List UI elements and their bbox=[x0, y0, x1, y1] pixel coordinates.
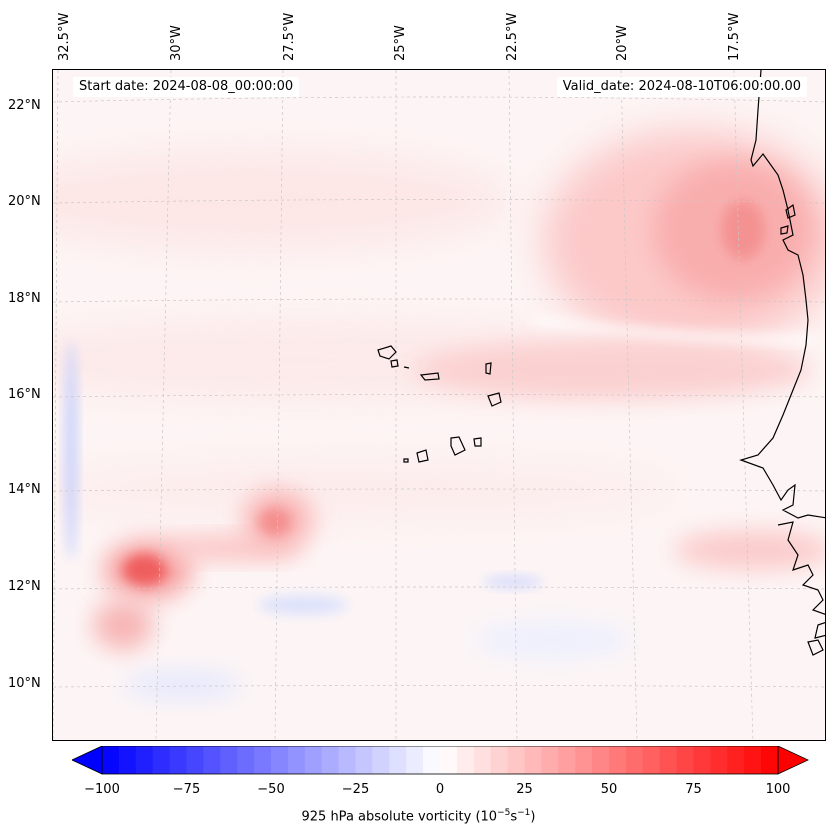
colorbar-cell bbox=[186, 746, 204, 774]
colorbar-cell bbox=[575, 746, 593, 774]
colorbar-cell bbox=[338, 746, 356, 774]
colorbar-min-extend-arrow bbox=[72, 746, 103, 775]
colorbar-tick-label: −100 bbox=[84, 782, 120, 797]
colorbar-cell bbox=[473, 746, 492, 774]
colorbar-cell bbox=[524, 746, 542, 774]
colorbar-cell bbox=[203, 746, 221, 774]
vorticity-field bbox=[53, 70, 825, 740]
vorticity-map bbox=[53, 70, 825, 740]
colorbar-tick-label: 100 bbox=[765, 782, 791, 797]
colorbar-cell bbox=[372, 746, 390, 774]
colorbar-cell bbox=[693, 746, 711, 774]
colorbar-cell bbox=[490, 746, 509, 774]
colorbar-label: 925 hPa absolute vorticity (10−5s−1) bbox=[301, 808, 536, 825]
colorbar-tick-label: 50 bbox=[600, 782, 618, 797]
colorbar-cell bbox=[727, 746, 745, 774]
longitude-label: 20°W bbox=[615, 25, 630, 61]
start-date-label: Start date: 2024-08-08_00:00:00 bbox=[73, 77, 300, 97]
colorbar-cell bbox=[609, 746, 627, 774]
latitude-label: 16°N bbox=[8, 387, 41, 402]
colorbar-cell bbox=[710, 746, 728, 774]
colorbar-cell bbox=[389, 746, 407, 774]
cape-verde-islands bbox=[377, 345, 502, 463]
colorbar-cell bbox=[169, 746, 187, 774]
colorbar-cell bbox=[304, 746, 323, 774]
map-panel: Start date: 2024-08-08_00:00:00 Valid_da… bbox=[52, 69, 826, 741]
colorbar-cell bbox=[558, 746, 576, 774]
colorbar-cell bbox=[152, 746, 171, 774]
colorbar-cell bbox=[406, 746, 424, 774]
colorbar-cell bbox=[254, 746, 272, 774]
colorbar-cell bbox=[237, 746, 255, 774]
latitude-label: 20°N bbox=[8, 194, 41, 209]
longitude-label: 22.5°W bbox=[505, 12, 520, 61]
colorbar-tick-label: −25 bbox=[341, 782, 370, 797]
valid-date-label: Valid_date: 2024-08-10T06:00:00.00 bbox=[556, 77, 807, 97]
colorbar-cell bbox=[355, 746, 373, 774]
longitude-label: 25°W bbox=[393, 25, 408, 61]
colorbar-cell bbox=[659, 746, 678, 774]
colorbar-cell bbox=[761, 746, 779, 774]
colorbar-max-extend-arrow bbox=[777, 746, 809, 775]
colorbar-cell bbox=[135, 746, 154, 774]
colorbar-cell bbox=[676, 746, 694, 774]
longitude-label: 32.5°W bbox=[57, 12, 72, 61]
longitude-label: 17.5°W bbox=[727, 12, 742, 61]
latitude-label: 14°N bbox=[8, 482, 41, 497]
longitude-label: 30°W bbox=[169, 25, 184, 61]
colorbar-cell bbox=[287, 746, 306, 774]
colorbar-cell bbox=[642, 746, 661, 774]
longitude-label: 27.5°W bbox=[282, 12, 297, 61]
africa-coastline bbox=[739, 70, 825, 656]
latitude-label: 18°N bbox=[8, 291, 41, 306]
colorbar-tick-label: 0 bbox=[435, 782, 445, 797]
colorbar-cell bbox=[507, 746, 525, 774]
colorbar-cell bbox=[321, 746, 340, 774]
colorbar-cell bbox=[102, 746, 120, 774]
gridlines bbox=[53, 70, 825, 740]
colorbar-cell bbox=[118, 746, 137, 774]
colorbar-cell bbox=[744, 746, 762, 774]
colorbar-tick-label: −75 bbox=[172, 782, 201, 797]
colorbar-tick-label: 25 bbox=[516, 782, 533, 797]
colorbar-tick-label: −50 bbox=[257, 782, 285, 797]
colorbar-cell bbox=[541, 746, 559, 774]
colorbar-cell bbox=[220, 746, 238, 774]
latitude-label: 10°N bbox=[8, 676, 41, 691]
latitude-label: 22°N bbox=[8, 98, 41, 113]
colorbar-cell bbox=[625, 746, 644, 774]
colorbar-cell bbox=[592, 746, 610, 774]
latitude-label: 12°N bbox=[8, 579, 41, 594]
colorbar-cell bbox=[271, 746, 289, 774]
colorbar-cell bbox=[423, 746, 441, 774]
colorbar-cell bbox=[440, 746, 458, 774]
colorbar-cell bbox=[456, 746, 475, 774]
colorbar-tick-label: 75 bbox=[685, 782, 702, 797]
colorbar bbox=[72, 746, 809, 775]
